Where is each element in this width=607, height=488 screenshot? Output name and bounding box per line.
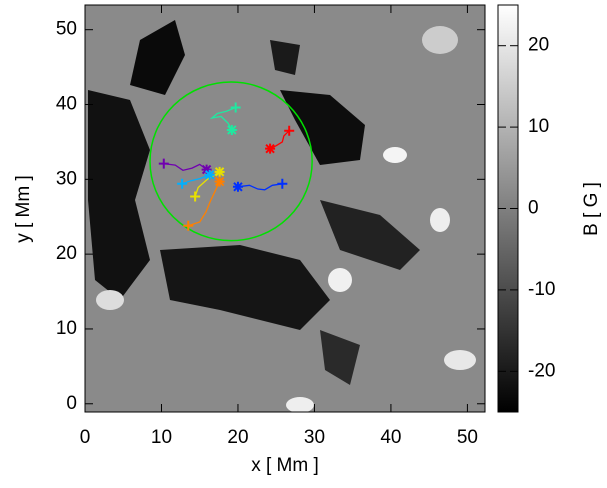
- y-tick-label: 10: [56, 318, 77, 339]
- y-tick-label: 20: [56, 243, 77, 264]
- x-tick-label: 50: [457, 427, 478, 448]
- x-tick-label: 20: [227, 427, 248, 448]
- colorbar-tick-label: -20: [528, 360, 555, 381]
- y-tick-label: 0: [66, 393, 77, 414]
- colorbar-tick-label: -10: [528, 279, 555, 300]
- colorbar-tick-label: 20: [528, 35, 549, 56]
- y-tick-label: 30: [56, 168, 77, 189]
- track-end: [205, 170, 215, 180]
- x-tick-label: 0: [80, 427, 91, 448]
- x-tick-label: 10: [151, 427, 172, 448]
- x-axis-label: x [ Mm ]: [251, 455, 319, 476]
- magnetogram: [85, 5, 485, 413]
- chart: x [ Mm ] y [ Mm ] B [ G ] 0 10 20 30 40 50 0 10…: [0, 0, 607, 483]
- track-end: [215, 167, 225, 177]
- colorbar-tick-label: 0: [528, 198, 539, 219]
- colorbar-label: B [ G ]: [581, 182, 602, 236]
- track-end: [227, 125, 237, 135]
- track-end: [233, 182, 243, 192]
- y-tick-label: 40: [56, 94, 77, 115]
- y-axis-label: y [ Mm ]: [13, 175, 34, 243]
- track-end: [265, 144, 275, 154]
- track-end: [215, 177, 225, 187]
- x-tick-label: 30: [304, 427, 325, 448]
- y-tick-label: 50: [56, 19, 77, 40]
- colorbar-tick-label: 10: [528, 116, 549, 137]
- x-tick-label: 40: [380, 427, 401, 448]
